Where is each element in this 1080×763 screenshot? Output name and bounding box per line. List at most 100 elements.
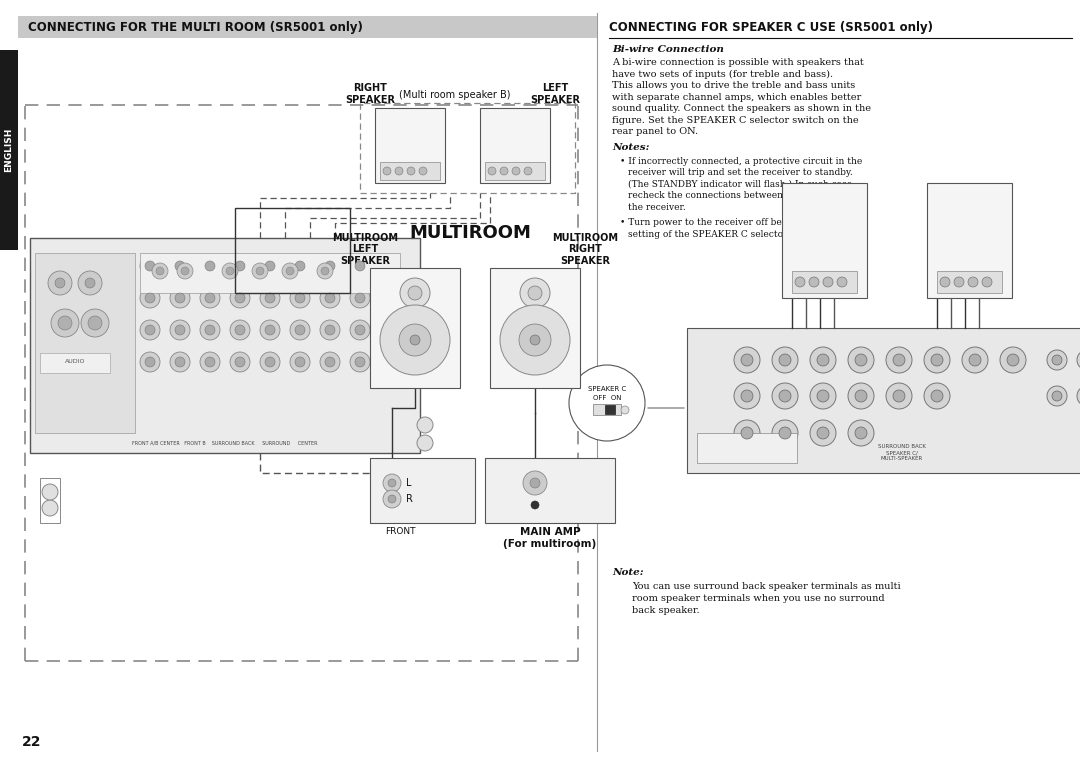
Circle shape	[170, 288, 190, 308]
Circle shape	[175, 293, 185, 303]
Circle shape	[530, 478, 540, 488]
Circle shape	[170, 320, 190, 340]
Circle shape	[823, 277, 833, 287]
Circle shape	[170, 256, 190, 276]
Circle shape	[886, 383, 912, 409]
Circle shape	[962, 347, 988, 373]
Circle shape	[325, 261, 335, 271]
Circle shape	[779, 390, 791, 402]
Circle shape	[734, 383, 760, 409]
Text: LEFT
SPEAKER: LEFT SPEAKER	[530, 83, 580, 105]
Text: • Turn power to the receiver off before changing the: • Turn power to the receiver off before …	[620, 218, 864, 227]
Circle shape	[226, 267, 234, 275]
Circle shape	[235, 325, 245, 335]
Circle shape	[380, 305, 450, 375]
Circle shape	[530, 335, 540, 345]
Circle shape	[355, 261, 365, 271]
Bar	[40, 353, 110, 373]
Circle shape	[569, 365, 645, 441]
Circle shape	[58, 316, 72, 330]
Text: Bi-wire Connection: Bi-wire Connection	[612, 45, 724, 54]
Circle shape	[175, 261, 185, 271]
Circle shape	[410, 335, 420, 345]
Circle shape	[837, 277, 847, 287]
Circle shape	[1047, 350, 1067, 370]
Circle shape	[235, 357, 245, 367]
Circle shape	[350, 320, 370, 340]
Circle shape	[795, 277, 805, 287]
Circle shape	[734, 347, 760, 373]
Text: ENGLISH: ENGLISH	[4, 128, 14, 172]
Circle shape	[200, 320, 220, 340]
Circle shape	[260, 256, 280, 276]
Text: SPEAKER C: SPEAKER C	[588, 386, 626, 392]
Circle shape	[1077, 350, 1080, 370]
Circle shape	[809, 277, 819, 287]
Bar	[697, 433, 797, 463]
Circle shape	[848, 347, 874, 373]
Text: (Multi room speaker B): (Multi room speaker B)	[400, 90, 511, 100]
Circle shape	[350, 352, 370, 372]
Circle shape	[325, 325, 335, 335]
Circle shape	[260, 352, 280, 372]
Circle shape	[500, 305, 570, 375]
Bar	[480, 108, 550, 183]
Circle shape	[78, 271, 102, 295]
Circle shape	[400, 278, 430, 308]
Circle shape	[924, 347, 950, 373]
Bar	[485, 162, 545, 180]
Text: CONNECTING FOR SPEAKER C USE (SR5001 only): CONNECTING FOR SPEAKER C USE (SR5001 onl…	[609, 21, 933, 34]
Circle shape	[886, 347, 912, 373]
Circle shape	[772, 420, 798, 446]
Bar	[375, 108, 445, 183]
Circle shape	[42, 484, 58, 500]
Circle shape	[200, 352, 220, 372]
Circle shape	[931, 354, 943, 366]
Circle shape	[230, 256, 249, 276]
Circle shape	[1007, 354, 1020, 366]
Circle shape	[282, 263, 298, 279]
Circle shape	[260, 288, 280, 308]
Circle shape	[383, 490, 401, 508]
Circle shape	[156, 267, 164, 275]
Circle shape	[893, 354, 905, 366]
Circle shape	[320, 320, 340, 340]
Circle shape	[87, 316, 102, 330]
Text: MULTIROOM
RIGHT
SPEAKER: MULTIROOM RIGHT SPEAKER	[552, 233, 618, 266]
Text: 22: 22	[22, 735, 41, 749]
Circle shape	[145, 325, 156, 335]
Circle shape	[291, 352, 310, 372]
Circle shape	[848, 420, 874, 446]
Circle shape	[810, 347, 836, 373]
Circle shape	[205, 261, 215, 271]
Circle shape	[940, 277, 950, 287]
Circle shape	[42, 500, 58, 516]
Circle shape	[772, 347, 798, 373]
Circle shape	[816, 427, 829, 439]
Bar	[927, 183, 1012, 298]
Circle shape	[741, 354, 753, 366]
Text: (The STANDBY indicator will flash.) In such case,: (The STANDBY indicator will flash.) In s…	[627, 179, 855, 188]
Circle shape	[200, 288, 220, 308]
Bar	[30, 238, 420, 453]
Circle shape	[265, 293, 275, 303]
Circle shape	[528, 286, 542, 300]
Circle shape	[1052, 391, 1062, 401]
Text: Notes:: Notes:	[612, 143, 649, 152]
Circle shape	[931, 390, 943, 402]
Circle shape	[500, 167, 508, 175]
Circle shape	[295, 357, 305, 367]
Bar	[937, 271, 1002, 293]
Circle shape	[235, 261, 245, 271]
Text: have two sets of inputs (for treble and bass).: have two sets of inputs (for treble and …	[612, 69, 833, 79]
Text: rear panel to ON.: rear panel to ON.	[612, 127, 698, 136]
Bar	[370, 268, 460, 388]
Circle shape	[969, 354, 981, 366]
Circle shape	[205, 357, 215, 367]
Text: You can use surround back speaker terminals as multi: You can use surround back speaker termin…	[632, 582, 901, 591]
Text: MAIN AMP
(For multiroom): MAIN AMP (For multiroom)	[503, 527, 596, 549]
Circle shape	[286, 267, 294, 275]
Circle shape	[523, 471, 546, 495]
Circle shape	[320, 256, 340, 276]
Text: receiver will trip and set the receiver to standby.: receiver will trip and set the receiver …	[627, 168, 853, 177]
